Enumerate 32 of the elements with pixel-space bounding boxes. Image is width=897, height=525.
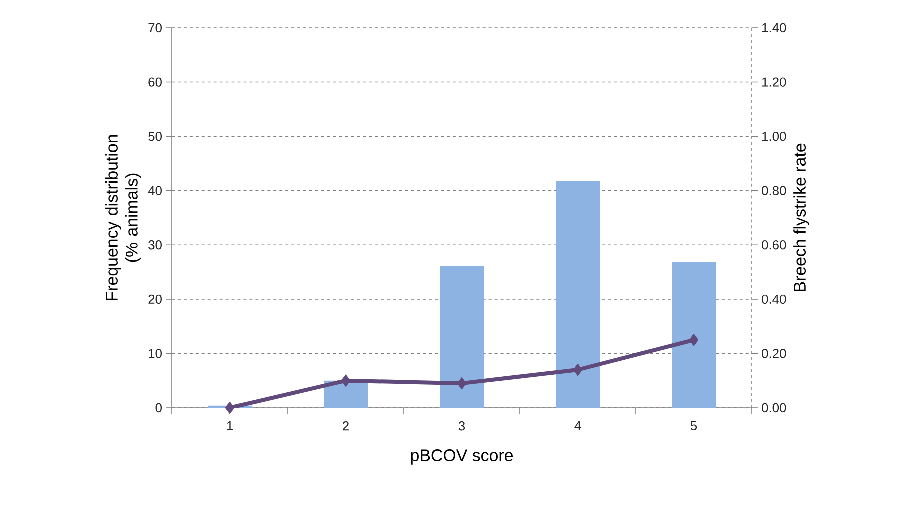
- y2-tick-label: 1.20: [762, 78, 786, 87]
- y-tick-label: 40: [148, 186, 162, 196]
- y-tick-label: 20: [148, 294, 162, 304]
- bar: [440, 266, 484, 408]
- y-tick-label: 50: [148, 132, 162, 142]
- x-tick-label: 1: [227, 422, 233, 430]
- x-axis-title: pBCOV score: [411, 450, 514, 465]
- y-axis-title: Frequency distribution (% animals): [106, 135, 142, 300]
- x-tick-label: 3: [458, 422, 466, 431]
- y2-tick-label: 0.20: [762, 349, 786, 358]
- y2-tick-label: 0.40: [762, 294, 786, 304]
- point: [689, 334, 699, 346]
- point: [341, 374, 351, 388]
- y2-tick-label: 0.00: [762, 403, 786, 413]
- y-tick-label: 70: [148, 23, 162, 33]
- point: [457, 377, 467, 390]
- bar: [672, 262, 716, 408]
- y2-axis-title: Breech flystrike rate: [794, 144, 810, 292]
- y2-tick-label: 0.60: [762, 240, 786, 250]
- y2-tick-label: 1.40: [762, 23, 786, 33]
- y2-tick-label: 0.80: [762, 186, 786, 196]
- y2-tick-label: 1.00: [762, 132, 786, 142]
- x-tick-label: 2: [343, 422, 349, 431]
- y-tick-label: 10: [149, 349, 162, 358]
- bar: [556, 181, 600, 408]
- x-tick-label: 4: [574, 422, 582, 430]
- y-tick-label: 60: [148, 78, 162, 87]
- y-tick-label: 0: [156, 403, 162, 413]
- x-tick-label: 5: [690, 422, 698, 431]
- point: [225, 402, 235, 414]
- point: [573, 364, 583, 376]
- y-tick-label: 30: [148, 240, 162, 250]
